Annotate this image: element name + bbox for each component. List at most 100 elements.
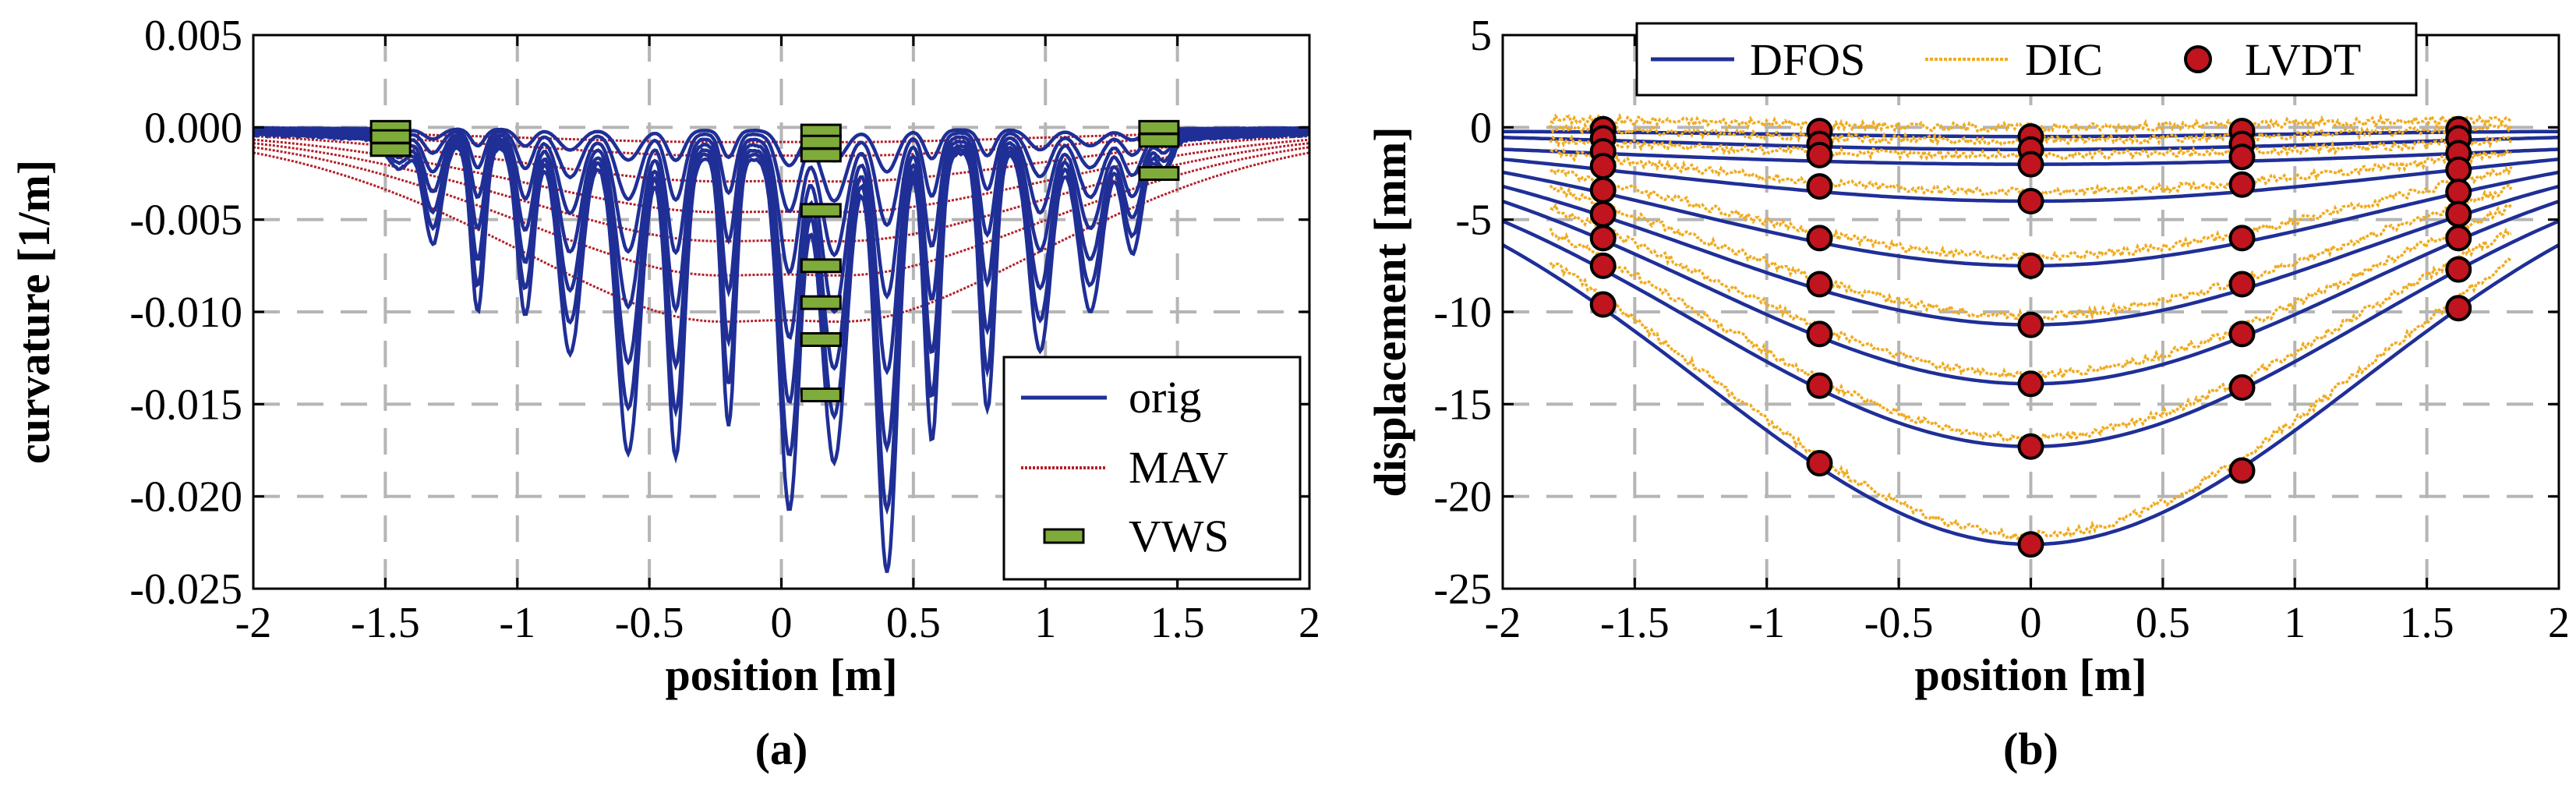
y-tick-label: -0.005 xyxy=(129,196,242,245)
lvdt-marker xyxy=(2445,156,2472,183)
y-tick-label: 0.005 xyxy=(144,12,242,60)
lvdt-marker xyxy=(2017,188,2044,214)
lvdt-marker xyxy=(1589,153,1617,180)
x-tick-label: 1.5 xyxy=(2400,599,2454,647)
legend-mav-label: MAV xyxy=(1129,442,1228,493)
vws-marker xyxy=(1138,133,1180,148)
chart-a-orig-lines xyxy=(253,126,1309,573)
lvdt-marker xyxy=(1589,176,1617,204)
orig-series-line xyxy=(253,131,1309,573)
chart-b-ticks: -2 -1.5 -1 -0.5 0 0.5 1 1.5 2 5 0 -5 -10 -15 -20 -25 xyxy=(1433,12,2570,647)
orig-series-line xyxy=(253,128,1309,300)
x-tick-label: 1.5 xyxy=(1150,599,1205,647)
vws-marker xyxy=(800,295,842,310)
legend-lvdt-marker xyxy=(2184,45,2212,73)
lvdt-marker xyxy=(1806,271,1833,298)
lvdt-marker xyxy=(2017,433,2044,460)
y-tick-label: 0.000 xyxy=(144,104,242,152)
chart-a-ylabel: curvature [1/m] xyxy=(9,160,59,464)
y-tick-label: 5 xyxy=(1470,12,1492,60)
vws-marker xyxy=(800,134,842,150)
mav-series-line xyxy=(253,130,1309,143)
chart-b-lvdt-markers xyxy=(1589,115,2472,558)
chart-b-xlabel: position [m] xyxy=(1914,649,2147,700)
y-tick-label: -15 xyxy=(1433,380,1492,429)
chart-b-panel-label: (b) xyxy=(2003,724,2058,774)
lvdt-marker xyxy=(1806,173,1833,200)
legend-dfos-label: DFOS xyxy=(1750,34,1865,85)
x-tick-label: 2 xyxy=(2548,599,2570,647)
lvdt-marker xyxy=(2228,171,2256,198)
orig-series-line xyxy=(253,129,1309,376)
lvdt-marker xyxy=(2445,179,2472,206)
y-tick-label: -20 xyxy=(1433,473,1492,522)
lvdt-marker xyxy=(2228,320,2256,348)
chart-b-legend: DFOS DIC LVDT xyxy=(1635,22,2418,97)
lvdt-marker xyxy=(2228,374,2256,402)
y-tick-label: -10 xyxy=(1433,288,1492,337)
lvdt-marker xyxy=(2017,370,2044,398)
orig-series-line xyxy=(253,126,1309,174)
orig-series-line xyxy=(253,126,1309,228)
lvdt-marker xyxy=(2017,531,2044,558)
lvdt-marker xyxy=(2445,295,2472,322)
y-tick-label: -25 xyxy=(1433,565,1492,614)
y-tick-label: -5 xyxy=(1455,196,1492,245)
vws-marker xyxy=(1138,166,1180,181)
lvdt-marker xyxy=(1806,450,1833,477)
lvdt-marker xyxy=(1806,225,1833,252)
legend-lvdt-label: LVDT xyxy=(2245,34,2361,85)
orig-series-line xyxy=(253,131,1309,515)
vws-marker xyxy=(369,142,412,158)
lvdt-marker xyxy=(2017,252,2044,279)
legend-orig-label: orig xyxy=(1129,372,1201,423)
lvdt-marker xyxy=(1589,225,1617,252)
y-tick-label: -0.015 xyxy=(129,380,242,429)
vws-marker xyxy=(1138,119,1180,135)
vws-marker xyxy=(800,203,842,218)
vws-marker xyxy=(369,129,412,144)
x-tick-label: -1.5 xyxy=(1600,599,1670,647)
chart-a-legend: orig MAV VWS xyxy=(1002,356,1302,581)
chart-a-vws-markers xyxy=(369,119,1180,402)
x-tick-label: 0 xyxy=(2020,599,2042,647)
x-tick-label: -0.5 xyxy=(615,599,684,647)
lvdt-marker xyxy=(2228,271,2256,298)
y-tick-label: 0 xyxy=(1470,104,1492,152)
legend-b-box xyxy=(1635,22,2418,97)
vws-marker xyxy=(800,388,842,402)
legend-dic-label: DIC xyxy=(2025,34,2103,85)
chart-b: -2 -1.5 -1 -0.5 0 0.5 1 1.5 2 5 0 -5 -10 -15 -20 -25 po… xyxy=(1365,12,2570,774)
orig-series-line xyxy=(253,130,1309,454)
x-tick-label: -0.5 xyxy=(1864,599,1934,647)
x-tick-label: -2 xyxy=(235,599,272,647)
chart-a: -2 -1.5 -1 -0.5 0 0.5 1 1.5 2 0.005 0.000 -0.005 -0.… xyxy=(9,12,1320,774)
x-tick-label: -1 xyxy=(1748,599,1785,647)
lvdt-marker xyxy=(1806,372,1833,399)
y-tick-label: -0.025 xyxy=(129,565,242,614)
lvdt-marker xyxy=(1589,252,1617,279)
x-tick-label: 0 xyxy=(771,599,793,647)
lvdt-marker xyxy=(2228,143,2256,171)
lvdt-marker xyxy=(2017,150,2044,178)
x-tick-label: 1 xyxy=(2284,599,2306,647)
lvdt-marker xyxy=(2445,200,2472,228)
y-tick-label: -0.020 xyxy=(129,473,242,522)
lvdt-marker xyxy=(1589,291,1617,318)
y-tick-label: -0.010 xyxy=(129,288,242,337)
lvdt-marker xyxy=(1589,200,1617,228)
chart-b-ylabel: displacement [mm] xyxy=(1365,126,1415,497)
legend-vws-label: VWS xyxy=(1129,511,1229,561)
dic-series-line xyxy=(1549,257,2512,541)
vws-marker xyxy=(800,258,842,274)
x-tick-label: 0.5 xyxy=(886,599,941,647)
lvdt-marker xyxy=(2228,457,2256,484)
legend-vws-marker xyxy=(1043,528,1085,544)
chart-a-xlabel: position [m] xyxy=(665,649,897,700)
lvdt-marker xyxy=(2017,311,2044,338)
lvdt-marker xyxy=(2445,256,2472,283)
chart-a-ticks: -2 -1.5 -1 -0.5 0 0.5 1 1.5 2 0.005 0.000 -0.005 -0.… xyxy=(129,12,1320,647)
mav-series-line xyxy=(253,138,1309,214)
x-tick-label: -1 xyxy=(499,599,535,647)
